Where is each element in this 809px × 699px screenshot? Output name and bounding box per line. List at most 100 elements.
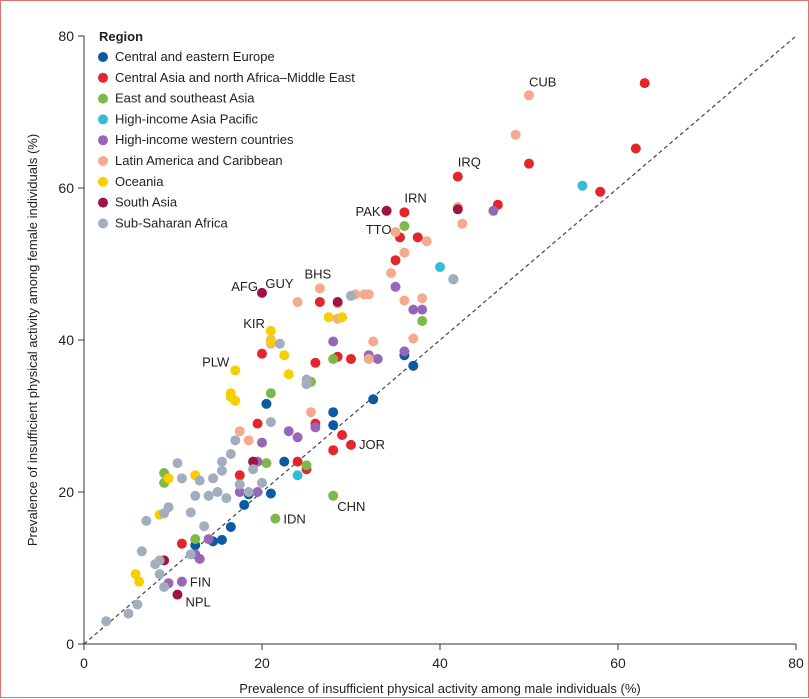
legend-marker — [98, 52, 108, 62]
data-point — [221, 493, 232, 504]
y-tick-label: 80 — [58, 28, 74, 44]
data-point — [323, 312, 334, 323]
data-point — [270, 513, 281, 524]
data-point — [203, 490, 214, 501]
data-point — [390, 227, 401, 238]
reference-line-y-equals-x — [83, 35, 797, 645]
data-point — [172, 458, 183, 469]
data-point — [194, 475, 205, 486]
legend-item-label: South Asia — [115, 195, 178, 210]
y-axis-label: Prevalence of insufficient physical acti… — [25, 134, 40, 546]
data-point — [412, 232, 423, 243]
data-point — [216, 465, 227, 476]
data-point — [328, 445, 339, 456]
data-point — [194, 553, 205, 564]
data-point — [421, 236, 432, 247]
data-point — [274, 338, 285, 349]
data-point — [252, 487, 263, 497]
data-point — [239, 499, 250, 510]
data-point — [292, 297, 303, 307]
data-point — [176, 538, 187, 549]
data-point — [372, 354, 383, 364]
data-point — [292, 470, 303, 481]
data-point — [577, 180, 588, 191]
x-tick-label: 80 — [788, 655, 804, 671]
data-point — [230, 395, 241, 406]
data-point — [386, 268, 397, 279]
data-point — [368, 336, 379, 347]
data-point — [172, 589, 183, 600]
data-point — [328, 407, 339, 418]
data-point — [452, 171, 463, 182]
data-point — [252, 418, 263, 429]
data-point — [203, 534, 214, 545]
data-point — [417, 316, 428, 326]
legend-item-label: Central and eastern Europe — [115, 49, 275, 64]
legend-item-label: Central Asia and north Africa–Middle Eas… — [115, 70, 355, 85]
data-point — [185, 549, 196, 560]
legend-marker — [98, 197, 108, 208]
legend-item-label: High-income western countries — [115, 132, 294, 147]
data-point — [314, 283, 325, 294]
data-point — [234, 479, 245, 490]
data-point — [408, 304, 419, 315]
data-point — [185, 507, 196, 518]
data-point — [261, 458, 272, 469]
data-point — [159, 582, 170, 592]
data-point — [510, 129, 521, 140]
data-point — [346, 439, 356, 450]
data-point — [399, 221, 410, 231]
legend-item-label: East and southeast Asia — [115, 91, 255, 106]
data-point — [346, 354, 356, 364]
data-point — [257, 287, 267, 298]
data-point — [154, 555, 165, 566]
data-point — [132, 599, 143, 610]
data-point — [417, 304, 428, 315]
data-point — [216, 456, 227, 467]
data-point — [408, 333, 419, 344]
legend-marker — [98, 93, 108, 104]
point-label-plw: PLW — [202, 354, 230, 369]
point-label-pak: PAK — [356, 204, 381, 219]
data-point — [163, 473, 174, 484]
y-tick-label: 0 — [66, 636, 74, 652]
x-axis-label: Prevalence of insufficient physical acti… — [239, 681, 641, 696]
data-point — [292, 432, 303, 443]
data-point — [301, 460, 312, 471]
data-point — [159, 508, 170, 519]
data-point — [265, 325, 276, 336]
y-tick-label: 20 — [58, 484, 74, 500]
data-point — [243, 435, 254, 446]
point-label-kir: KIR — [243, 316, 265, 331]
data-point — [301, 379, 312, 390]
data-point — [257, 437, 267, 448]
data-point — [190, 490, 201, 501]
data-point — [417, 293, 428, 304]
point-label-irq: IRQ — [458, 155, 481, 170]
data-point — [399, 346, 410, 357]
point-label-npl: NPL — [185, 595, 210, 610]
legend-marker — [98, 135, 108, 146]
y-tick-label: 40 — [58, 332, 74, 348]
data-point — [452, 204, 463, 215]
x-tick-label: 60 — [610, 655, 626, 671]
y-tick-label: 60 — [58, 180, 74, 196]
x-tick-label: 0 — [80, 655, 88, 671]
data-point — [390, 281, 401, 292]
data-point — [212, 487, 223, 497]
data-point — [190, 534, 201, 545]
data-point — [337, 430, 348, 440]
data-point — [524, 158, 534, 169]
data-point — [292, 456, 303, 467]
point-label-cub: CUB — [529, 74, 556, 89]
data-point — [225, 521, 236, 532]
data-point — [265, 417, 276, 428]
data-point — [176, 473, 187, 484]
data-point — [248, 464, 259, 475]
legend-item-label: Sub-Saharan Africa — [115, 215, 229, 230]
data-point — [216, 534, 227, 545]
point-label-fin: FIN — [190, 575, 211, 590]
legend-marker — [98, 156, 108, 166]
data-point — [363, 354, 374, 364]
